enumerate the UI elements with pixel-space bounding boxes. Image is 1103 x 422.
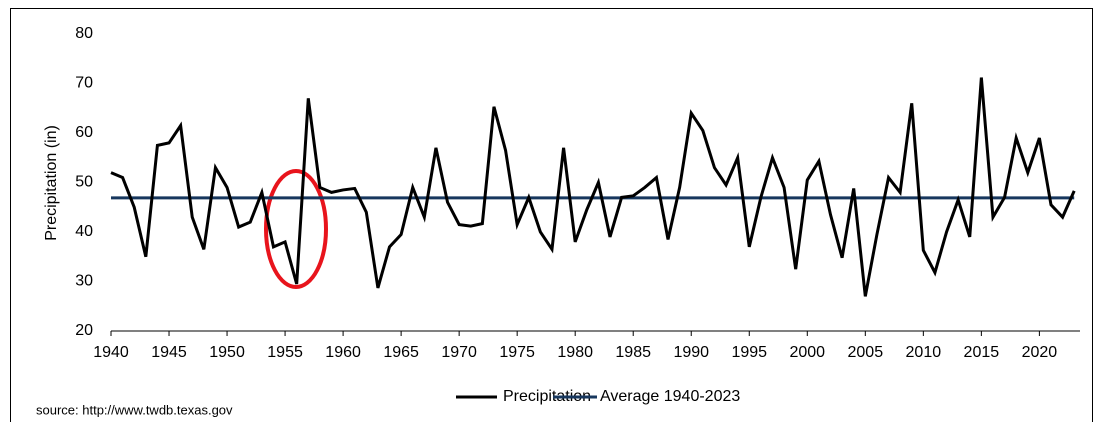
- x-tick-label: 1980: [557, 344, 593, 361]
- x-tick-label: 2005: [848, 344, 884, 361]
- y-tick-label: 80: [75, 25, 93, 42]
- x-tick-label: 2000: [789, 344, 825, 361]
- x-tick-label: 1955: [267, 344, 303, 361]
- x-tick-label: 2010: [906, 344, 942, 361]
- y-tick-label: 20: [75, 322, 93, 339]
- x-tick-label: 1970: [441, 344, 477, 361]
- x-tick-label: 1940: [93, 344, 129, 361]
- chart-frame: [10, 8, 1093, 422]
- y-axis-label: Precipitation (in): [43, 125, 60, 241]
- x-tick-label: 1950: [209, 344, 245, 361]
- x-tick-label: 1960: [325, 344, 361, 361]
- x-tick-label: 2015: [964, 344, 1000, 361]
- x-tick-label: 1995: [731, 344, 767, 361]
- x-tick-label: 1990: [673, 344, 709, 361]
- y-tick-label: 70: [75, 75, 93, 92]
- legend-label: Precipitation: [503, 388, 591, 405]
- data-line: [110, 77, 1076, 297]
- y-tick-label: 60: [75, 124, 93, 141]
- x-tick-label: 1945: [151, 344, 187, 361]
- y-tick-label: 40: [75, 223, 93, 240]
- x-tick-label: 1975: [499, 344, 535, 361]
- y-tick-label: 30: [75, 273, 93, 290]
- highlight-ellipse: [264, 169, 328, 289]
- x-tick-label: 2020: [1022, 344, 1058, 361]
- x-tick-label: 1985: [615, 344, 651, 361]
- source-note: source: http://www.twdb.texas.gov: [36, 402, 233, 417]
- y-tick-label: 50: [75, 174, 93, 191]
- x-tick-label: 1965: [383, 344, 419, 361]
- legend-label: Average 1940-2023: [600, 388, 740, 405]
